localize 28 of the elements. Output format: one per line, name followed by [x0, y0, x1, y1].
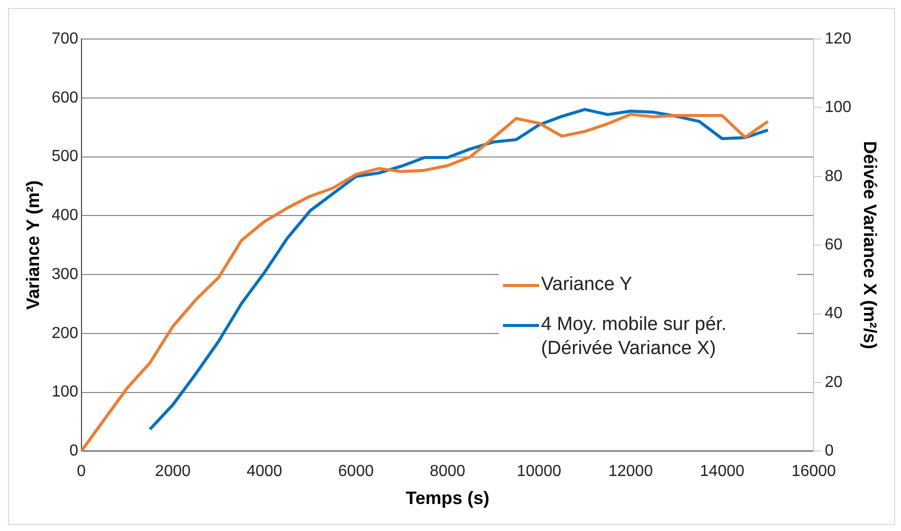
x-tick-label: 2000 — [155, 463, 191, 480]
x-tick-label: 16000 — [791, 463, 836, 480]
y2-tick-label: 120 — [824, 30, 852, 48]
y-tick-label: 600 — [52, 89, 78, 106]
y2-tick-label: 60 — [824, 236, 843, 254]
y2-tick-label: 100 — [824, 99, 852, 116]
x-axis-title: Temps (s) — [406, 488, 490, 508]
y-tick-label: 500 — [52, 148, 78, 166]
y2-tick-label: 20 — [824, 374, 843, 391]
y-tick-label: 700 — [52, 30, 78, 48]
x-tick-label: 6000 — [338, 463, 374, 480]
x-tick-label: 14000 — [700, 463, 744, 480]
y-tick-label: 300 — [52, 266, 78, 283]
x-tick-label: 12000 — [608, 463, 653, 480]
y2-tick-label: 80 — [824, 168, 843, 185]
y2-tick-label: 0 — [824, 442, 834, 460]
legend-label: Variance Y — [541, 273, 632, 297]
x-tick-label: 4000 — [246, 463, 282, 480]
x-tick-label: 10000 — [516, 463, 562, 480]
legend-label: 4 Moy. mobile sur pér. (Dérivée Variance X) — [541, 313, 728, 361]
y-tick-label: 200 — [52, 324, 78, 342]
y-tick-label: 100 — [52, 384, 78, 401]
y-tick-label: 0 — [69, 442, 78, 460]
x-tick-label: 8000 — [430, 463, 466, 480]
y-axis-title: Variance Y (m²) — [22, 180, 43, 310]
y2-tick-label: 40 — [824, 305, 843, 322]
y2-axis-title: Déivée Variance X (m²/s) — [860, 141, 880, 350]
y-tick-label: 400 — [52, 207, 78, 224]
